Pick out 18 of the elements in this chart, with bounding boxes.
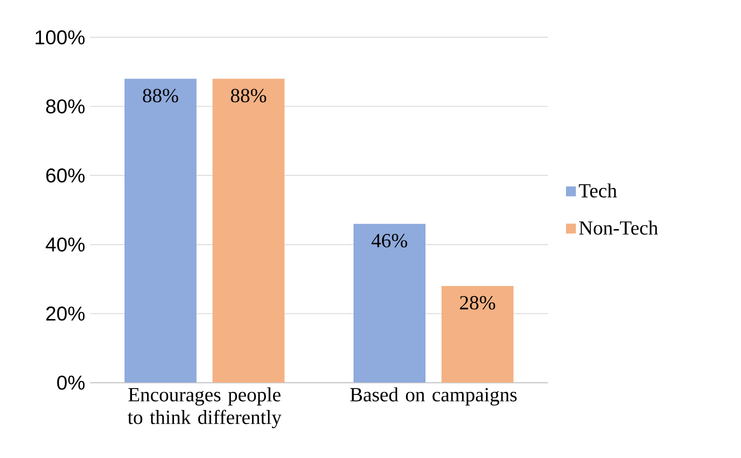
- y-tick-label: 40%: [46, 237, 85, 252]
- data-label: 46%: [372, 234, 408, 248]
- bar: [442, 286, 514, 383]
- y-tick-label: 60%: [46, 168, 85, 183]
- y-tick-label: 20%: [46, 306, 85, 321]
- y-tick-label: 0%: [57, 376, 85, 390]
- x-tick-label: Based on campaigns: [350, 387, 517, 406]
- data-label: 88%: [230, 88, 266, 102]
- bar: [354, 224, 426, 383]
- y-tick-label: 80%: [46, 99, 85, 114]
- bar: [212, 78, 285, 383]
- data-label: 88%: [142, 88, 178, 102]
- data-label: 28%: [460, 296, 496, 310]
- y-tick-label: 100%: [36, 30, 85, 44]
- legend-label: Tech: [578, 183, 617, 198]
- x-tick-label: Encourages people to think differently: [128, 387, 282, 428]
- bar: [124, 78, 197, 383]
- legend-label: Non-Tech: [579, 220, 658, 235]
